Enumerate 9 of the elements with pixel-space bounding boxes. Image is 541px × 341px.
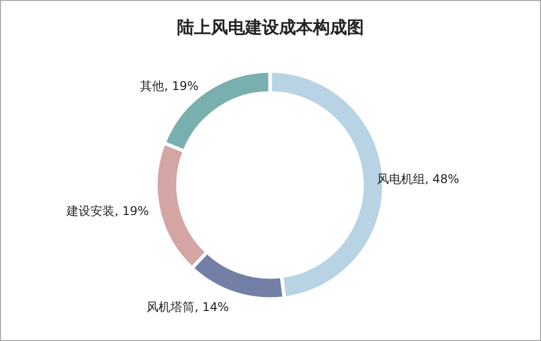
data-label: , 19% <box>164 78 199 93</box>
slice-label: 风电机组 <box>376 172 425 186</box>
chart-title: 陆上风电建设成本构成图 <box>177 18 364 38</box>
slice-label: 风机塔筒 <box>146 300 195 314</box>
slice-label: 其他 <box>140 78 164 93</box>
data-label: , 19% <box>114 204 149 218</box>
slice-label: 建设安装 <box>66 204 115 218</box>
data-label: , 14% <box>194 300 229 314</box>
data-label: , 48% <box>424 172 460 186</box>
